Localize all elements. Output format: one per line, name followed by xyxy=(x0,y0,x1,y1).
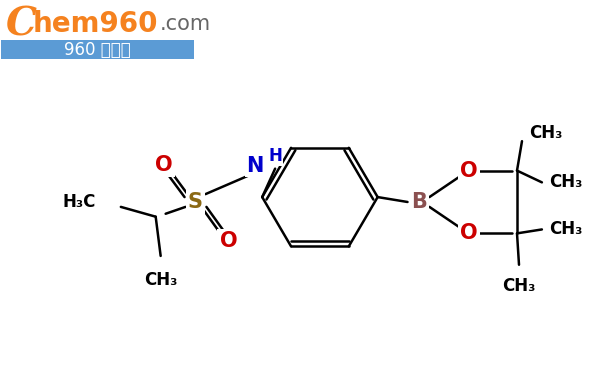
Text: O: O xyxy=(155,155,172,175)
Text: CH₃: CH₃ xyxy=(549,220,582,238)
Text: O: O xyxy=(220,231,237,251)
Text: O: O xyxy=(460,160,478,181)
Text: CH₃: CH₃ xyxy=(502,278,535,296)
Text: CH₃: CH₃ xyxy=(529,124,562,142)
Text: H: H xyxy=(268,147,282,165)
Text: CH₃: CH₃ xyxy=(144,271,177,289)
Text: CH₃: CH₃ xyxy=(549,173,582,191)
Text: O: O xyxy=(460,224,478,243)
Text: S: S xyxy=(188,192,203,212)
Text: B: B xyxy=(411,192,427,212)
Text: H₃C: H₃C xyxy=(62,193,96,211)
Text: N: N xyxy=(246,156,263,176)
